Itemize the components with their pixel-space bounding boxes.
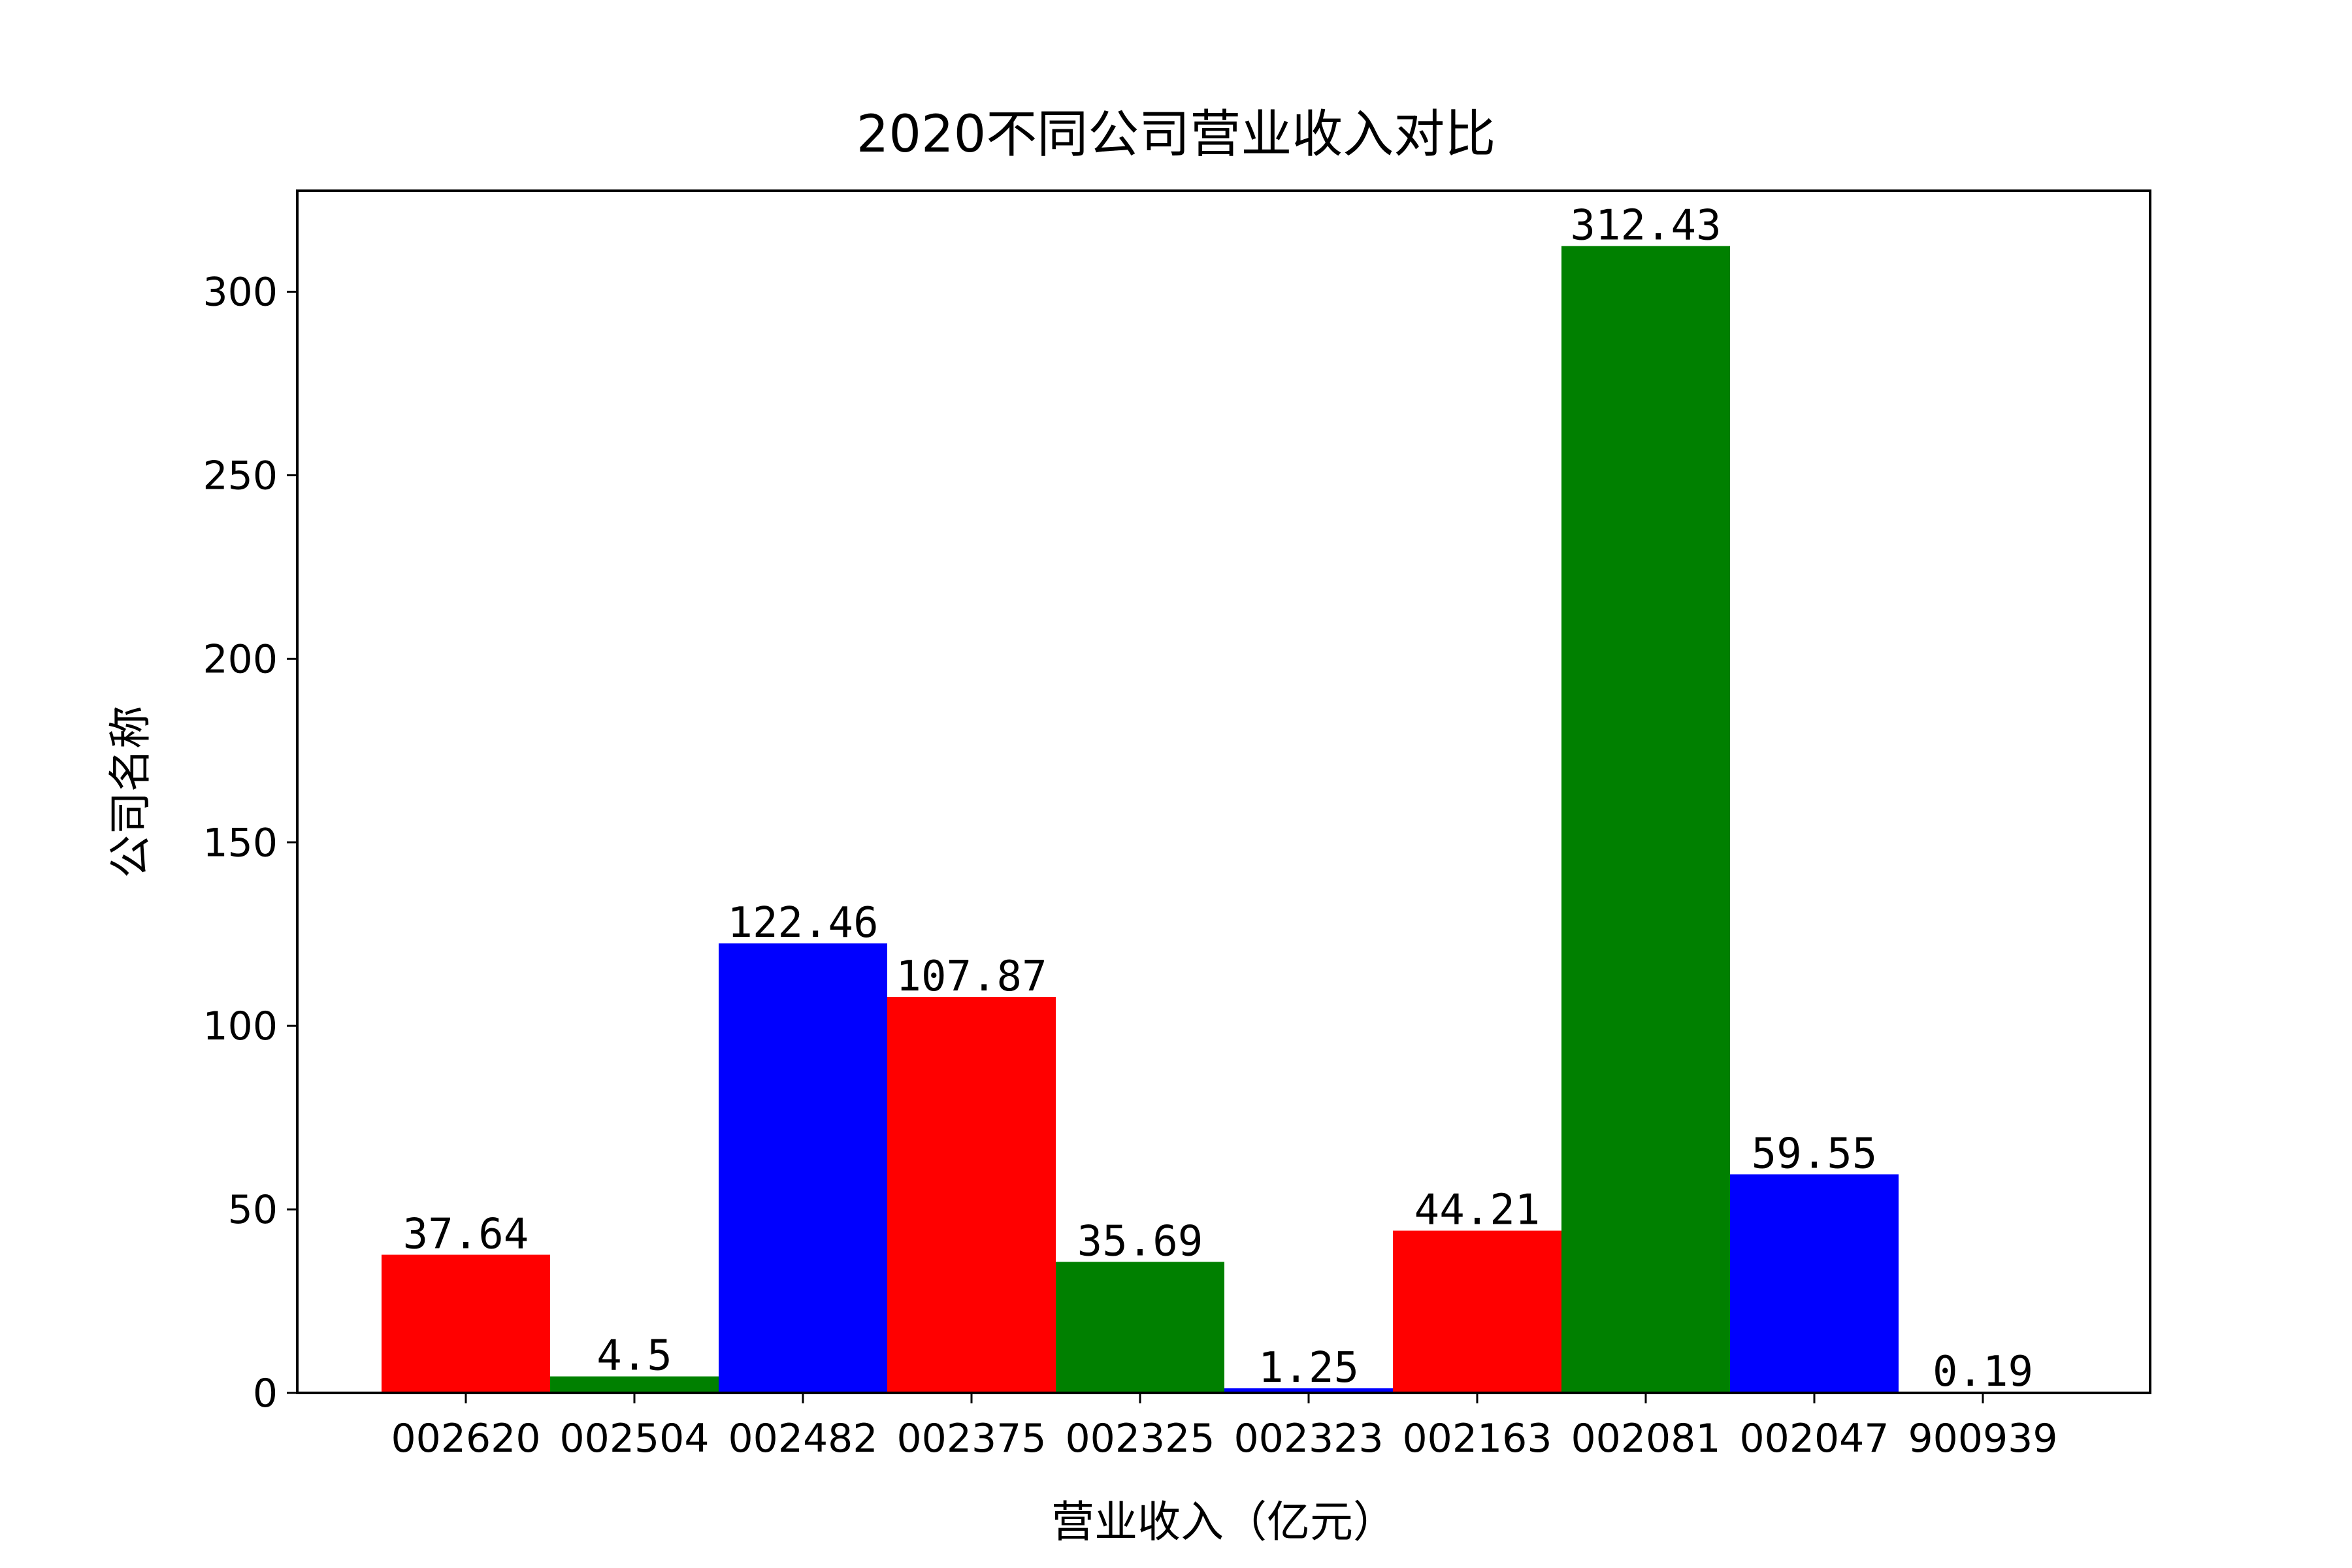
x-tick-label: 002620 — [391, 1416, 540, 1462]
y-tick-label: 300 — [203, 270, 278, 316]
chart-title: 2020不同公司营业收入对比 — [857, 105, 1496, 164]
bar-002163 — [1393, 1230, 1561, 1393]
x-tick-label: 002163 — [1402, 1416, 1552, 1462]
x-axis: 002620 002504 002482 002375 002325 002323 0021… — [391, 1393, 2058, 1462]
data-label-002482: 122.46 — [727, 899, 878, 947]
y-axis: 0 50 100 150 200 250 300 — [203, 270, 297, 1416]
data-label-002323: 1.25 — [1258, 1344, 1359, 1392]
y-tick-label: 150 — [203, 820, 278, 866]
x-tick-label: 002375 — [896, 1416, 1046, 1462]
data-label-002620: 37.64 — [403, 1211, 529, 1259]
bar-002504 — [550, 1376, 719, 1393]
data-label-002325: 35.69 — [1077, 1217, 1203, 1266]
y-axis-label: 公司名称 — [105, 706, 155, 878]
x-tick-label: 002504 — [559, 1416, 709, 1462]
y-tick-label: 0 — [253, 1371, 278, 1416]
data-label-002047: 59.55 — [1752, 1130, 1878, 1178]
data-label-002504: 4.5 — [596, 1332, 672, 1380]
bar-002620 — [382, 1254, 550, 1393]
data-label-002163: 44.21 — [1414, 1186, 1541, 1235]
data-labels-layer: 37.64 4.5 122.46 107.87 35.69 1.25 44.21 312.43… — [403, 202, 2033, 1396]
y-tick-label: 200 — [203, 636, 278, 682]
bar-002047 — [1730, 1174, 1899, 1393]
y-tick-label: 100 — [203, 1004, 278, 1049]
bars-layer — [382, 246, 2067, 1393]
plot-area-frame — [296, 189, 2151, 1394]
bar-002375 — [887, 996, 1056, 1393]
x-tick-label: 900939 — [1908, 1416, 2057, 1462]
bar-002325 — [1056, 1262, 1224, 1393]
bar-002081 — [1561, 246, 1730, 1393]
x-tick-label: 002325 — [1065, 1416, 1215, 1462]
y-tick-label: 250 — [203, 453, 278, 498]
bar-002323 — [1224, 1388, 1393, 1393]
bar-002482 — [719, 943, 887, 1393]
y-tick-label: 50 — [228, 1187, 278, 1233]
x-tick-label: 002047 — [1739, 1416, 1889, 1462]
data-label-002081: 312.43 — [1570, 202, 1721, 250]
x-tick-label: 002323 — [1233, 1416, 1383, 1462]
data-label-900939: 0.19 — [1933, 1348, 2033, 1396]
x-tick-label: 002081 — [1571, 1416, 1720, 1462]
data-label-002375: 107.87 — [896, 953, 1047, 1001]
x-axis-label: 营业收入（亿元） — [1051, 1497, 1396, 1547]
x-tick-label: 002482 — [728, 1416, 877, 1462]
